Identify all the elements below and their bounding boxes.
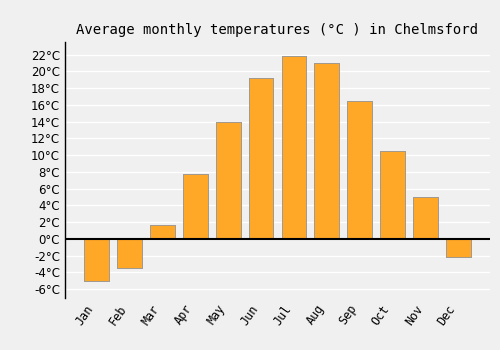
Bar — [380, 151, 405, 239]
Bar — [216, 121, 240, 239]
Title: Average monthly temperatures (°C ) in Chelmsford: Average monthly temperatures (°C ) in Ch… — [76, 23, 478, 37]
Bar — [117, 239, 142, 268]
Bar — [84, 239, 109, 281]
Bar — [282, 56, 306, 239]
Bar — [413, 197, 438, 239]
Bar — [150, 225, 174, 239]
Bar — [348, 101, 372, 239]
Bar — [282, 56, 306, 239]
Bar — [314, 63, 339, 239]
Bar — [216, 121, 240, 239]
Bar — [413, 197, 438, 239]
Bar — [446, 239, 470, 257]
Bar — [446, 239, 470, 257]
Bar — [248, 78, 274, 239]
Bar — [380, 151, 405, 239]
Bar — [348, 101, 372, 239]
Bar — [150, 225, 174, 239]
Bar — [84, 239, 109, 281]
Bar — [117, 239, 142, 268]
Bar — [248, 78, 274, 239]
Bar — [314, 63, 339, 239]
Bar — [183, 174, 208, 239]
Bar — [183, 174, 208, 239]
